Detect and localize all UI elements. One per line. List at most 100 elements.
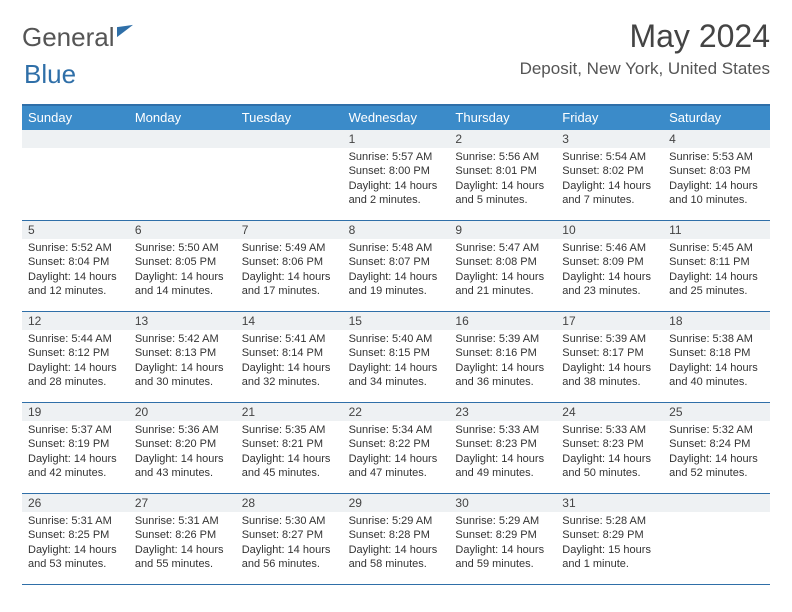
daylight-text: Daylight: 14 hours and 12 minutes. <box>28 270 125 299</box>
day-cell: Sunrise: 5:29 AMSunset: 8:28 PMDaylight:… <box>343 512 450 584</box>
sunrise-text: Sunrise: 5:50 AM <box>135 241 232 255</box>
page-title: May 2024 <box>520 18 770 55</box>
sunset-text: Sunset: 8:24 PM <box>669 437 766 451</box>
day-cell: Sunrise: 5:52 AMSunset: 8:04 PMDaylight:… <box>22 239 129 311</box>
sunset-text: Sunset: 8:06 PM <box>242 255 339 269</box>
sunset-text: Sunset: 8:13 PM <box>135 346 232 360</box>
day-cell: Sunrise: 5:33 AMSunset: 8:23 PMDaylight:… <box>556 421 663 493</box>
daylight-text: Daylight: 14 hours and 17 minutes. <box>242 270 339 299</box>
sunrise-text: Sunrise: 5:31 AM <box>135 514 232 528</box>
dow-cell: Wednesday <box>343 106 450 130</box>
day-cell: Sunrise: 5:50 AMSunset: 8:05 PMDaylight:… <box>129 239 236 311</box>
day-cell: Sunrise: 5:45 AMSunset: 8:11 PMDaylight:… <box>663 239 770 311</box>
day-number: 12 <box>22 312 129 330</box>
sunset-text: Sunset: 8:23 PM <box>455 437 552 451</box>
day-cell <box>236 148 343 220</box>
daylight-text: Daylight: 14 hours and 43 minutes. <box>135 452 232 481</box>
daylight-text: Daylight: 14 hours and 2 minutes. <box>349 179 446 208</box>
day-cell: Sunrise: 5:40 AMSunset: 8:15 PMDaylight:… <box>343 330 450 402</box>
day-cell: Sunrise: 5:31 AMSunset: 8:26 PMDaylight:… <box>129 512 236 584</box>
sunrise-text: Sunrise: 5:46 AM <box>562 241 659 255</box>
day-number: 15 <box>343 312 450 330</box>
day-number: 29 <box>343 494 450 512</box>
day-cell: Sunrise: 5:34 AMSunset: 8:22 PMDaylight:… <box>343 421 450 493</box>
sunrise-text: Sunrise: 5:52 AM <box>28 241 125 255</box>
day-cell <box>22 148 129 220</box>
day-number <box>236 130 343 148</box>
dow-cell: Sunday <box>22 106 129 130</box>
day-number: 19 <box>22 403 129 421</box>
daylight-text: Daylight: 14 hours and 50 minutes. <box>562 452 659 481</box>
daylight-text: Daylight: 14 hours and 55 minutes. <box>135 543 232 572</box>
sunrise-text: Sunrise: 5:48 AM <box>349 241 446 255</box>
daylight-text: Daylight: 14 hours and 53 minutes. <box>28 543 125 572</box>
sunset-text: Sunset: 8:15 PM <box>349 346 446 360</box>
day-number: 3 <box>556 130 663 148</box>
daylight-text: Daylight: 14 hours and 42 minutes. <box>28 452 125 481</box>
daylight-text: Daylight: 14 hours and 36 minutes. <box>455 361 552 390</box>
day-number: 31 <box>556 494 663 512</box>
sunrise-text: Sunrise: 5:33 AM <box>562 423 659 437</box>
day-number-row: 262728293031 <box>22 494 770 512</box>
sunrise-text: Sunrise: 5:42 AM <box>135 332 232 346</box>
day-number: 13 <box>129 312 236 330</box>
daylight-text: Daylight: 14 hours and 38 minutes. <box>562 361 659 390</box>
day-cell: Sunrise: 5:39 AMSunset: 8:16 PMDaylight:… <box>449 330 556 402</box>
daylight-text: Daylight: 14 hours and 52 minutes. <box>669 452 766 481</box>
sunset-text: Sunset: 8:16 PM <box>455 346 552 360</box>
daylight-text: Daylight: 14 hours and 25 minutes. <box>669 270 766 299</box>
calendar-page: General May 2024 Deposit, New York, Unit… <box>0 0 792 585</box>
logo-triangle-icon <box>117 24 133 36</box>
sunrise-text: Sunrise: 5:33 AM <box>455 423 552 437</box>
sunrise-text: Sunrise: 5:40 AM <box>349 332 446 346</box>
sunrise-text: Sunrise: 5:31 AM <box>28 514 125 528</box>
sunrise-text: Sunrise: 5:36 AM <box>135 423 232 437</box>
daylight-text: Daylight: 14 hours and 30 minutes. <box>135 361 232 390</box>
day-number-row: 1234 <box>22 130 770 148</box>
sunrise-text: Sunrise: 5:28 AM <box>562 514 659 528</box>
sunrise-text: Sunrise: 5:35 AM <box>242 423 339 437</box>
week-row: Sunrise: 5:44 AMSunset: 8:12 PMDaylight:… <box>22 330 770 403</box>
sunset-text: Sunset: 8:04 PM <box>28 255 125 269</box>
location-text: Deposit, New York, United States <box>520 59 770 79</box>
sunset-text: Sunset: 8:01 PM <box>455 164 552 178</box>
weeks-container: 1234Sunrise: 5:57 AMSunset: 8:00 PMDayli… <box>22 130 770 585</box>
week-row: Sunrise: 5:37 AMSunset: 8:19 PMDaylight:… <box>22 421 770 494</box>
sunset-text: Sunset: 8:23 PM <box>562 437 659 451</box>
dow-cell: Friday <box>556 106 663 130</box>
day-number: 9 <box>449 221 556 239</box>
day-cell: Sunrise: 5:39 AMSunset: 8:17 PMDaylight:… <box>556 330 663 402</box>
daylight-text: Daylight: 14 hours and 7 minutes. <box>562 179 659 208</box>
day-cell: Sunrise: 5:57 AMSunset: 8:00 PMDaylight:… <box>343 148 450 220</box>
daylight-text: Daylight: 14 hours and 19 minutes. <box>349 270 446 299</box>
daylight-text: Daylight: 14 hours and 59 minutes. <box>455 543 552 572</box>
sunset-text: Sunset: 8:25 PM <box>28 528 125 542</box>
day-cell: Sunrise: 5:31 AMSunset: 8:25 PMDaylight:… <box>22 512 129 584</box>
day-number-row: 12131415161718 <box>22 312 770 330</box>
day-number <box>129 130 236 148</box>
day-number: 6 <box>129 221 236 239</box>
dow-cell: Monday <box>129 106 236 130</box>
day-cell: Sunrise: 5:41 AMSunset: 8:14 PMDaylight:… <box>236 330 343 402</box>
sunset-text: Sunset: 8:20 PM <box>135 437 232 451</box>
sunrise-text: Sunrise: 5:41 AM <box>242 332 339 346</box>
day-cell: Sunrise: 5:37 AMSunset: 8:19 PMDaylight:… <box>22 421 129 493</box>
day-number: 2 <box>449 130 556 148</box>
logo: General <box>22 18 133 53</box>
day-number: 11 <box>663 221 770 239</box>
sunrise-text: Sunrise: 5:53 AM <box>669 150 766 164</box>
day-number: 18 <box>663 312 770 330</box>
sunrise-text: Sunrise: 5:34 AM <box>349 423 446 437</box>
sunrise-text: Sunrise: 5:57 AM <box>349 150 446 164</box>
sunrise-text: Sunrise: 5:47 AM <box>455 241 552 255</box>
day-number: 5 <box>22 221 129 239</box>
day-number: 14 <box>236 312 343 330</box>
day-number-row: 567891011 <box>22 221 770 239</box>
day-cell <box>663 512 770 584</box>
sunset-text: Sunset: 8:03 PM <box>669 164 766 178</box>
sunrise-text: Sunrise: 5:39 AM <box>455 332 552 346</box>
daylight-text: Daylight: 14 hours and 28 minutes. <box>28 361 125 390</box>
daylight-text: Daylight: 14 hours and 34 minutes. <box>349 361 446 390</box>
sunrise-text: Sunrise: 5:32 AM <box>669 423 766 437</box>
sunrise-text: Sunrise: 5:37 AM <box>28 423 125 437</box>
